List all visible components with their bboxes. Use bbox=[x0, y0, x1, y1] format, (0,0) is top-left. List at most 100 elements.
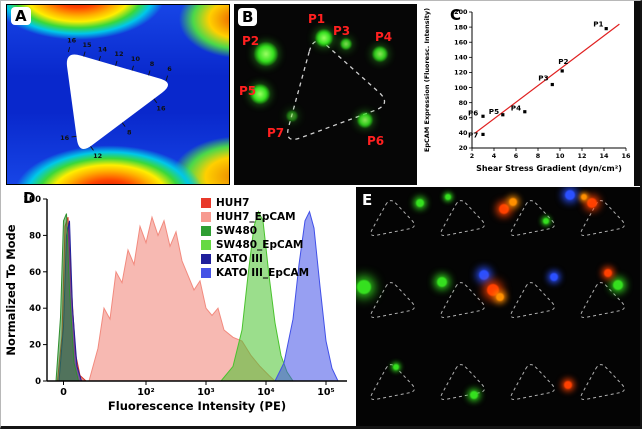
scale-number: 16 bbox=[67, 36, 77, 44]
cell-cluster-blob bbox=[286, 110, 298, 122]
scale-tick bbox=[148, 70, 151, 76]
chamber-outline-dashed bbox=[287, 40, 386, 141]
data-point bbox=[523, 110, 527, 114]
captured-cell-dot bbox=[416, 199, 424, 207]
micropillar-outline-dashed bbox=[510, 282, 555, 318]
legend-item: HUH7 bbox=[201, 197, 309, 209]
scale-number: 16 bbox=[60, 134, 70, 142]
x-tick-label: 4 bbox=[492, 152, 497, 160]
x-tick-label: 12 bbox=[578, 152, 587, 160]
scale-tick bbox=[115, 60, 118, 66]
x-tick-label: 8 bbox=[536, 152, 541, 160]
y-tick-label: 100 bbox=[23, 195, 41, 205]
captured-cell-dot bbox=[543, 218, 549, 224]
panel-b-canvas bbox=[287, 40, 386, 141]
panel-a-canvas: 16 15 14 12 10 8 6 12 8 16 16 bbox=[60, 36, 172, 160]
captured-cell-dot bbox=[357, 280, 371, 294]
legend-swatch bbox=[201, 254, 211, 264]
legend-item: SW480_EpCAM bbox=[201, 239, 309, 251]
panel-b-fluorescence-image: B P1 P2 P3 P4 P5 P6 P7 bbox=[234, 4, 417, 185]
captured-cell-dot bbox=[581, 194, 587, 200]
data-point bbox=[501, 113, 505, 117]
cell-cluster-blob bbox=[357, 112, 373, 128]
y-tick-label: 60 bbox=[459, 114, 468, 122]
y-tick-label: 180 bbox=[454, 23, 468, 31]
captured-cell-dot bbox=[509, 198, 517, 206]
panel-d-flow-histogram: 0 20 40 60 80 100 0 10² 10³ 10⁴ 10⁵ Fluorescence In… bbox=[3, 187, 355, 425]
panel-c-scatter-plot: 20 40 60 80 100 120 140 160 180 200 2 4 6 8 10 12 14 16 P1… bbox=[420, 4, 634, 185]
legend-label: HUH7 bbox=[216, 197, 250, 209]
panel-b-label: B bbox=[238, 8, 258, 26]
captured-cell-dot bbox=[445, 194, 451, 200]
x-tick-label: 10² bbox=[137, 387, 154, 398]
y-tick-label: 80 bbox=[459, 99, 468, 107]
data-point bbox=[481, 132, 485, 136]
captured-cell-dot bbox=[613, 280, 623, 290]
micropillar-outline-dashed bbox=[580, 364, 625, 400]
micropillar-outline-dashed bbox=[370, 282, 415, 318]
legend-item: KATO III_EpCAM bbox=[201, 267, 309, 279]
legend-label: KATO III bbox=[216, 253, 263, 265]
cell-cluster-blob bbox=[340, 38, 352, 50]
x-axis-label: Shear Stress Gradient (dyn/cm²) bbox=[476, 164, 622, 173]
y-axis-label: EpCAM Expression (Fluoresc. Intensity) bbox=[423, 8, 431, 152]
scale-number: 12 bbox=[114, 50, 123, 58]
x-tick-label: 0 bbox=[60, 387, 67, 398]
point-label: P2 bbox=[558, 57, 568, 66]
scale-number: 6 bbox=[167, 65, 172, 73]
histogram-kato-iii-epcam bbox=[274, 210, 339, 382]
scale-tick bbox=[131, 65, 134, 71]
captured-cell-dot bbox=[550, 273, 558, 281]
captured-cell-dot bbox=[487, 284, 499, 296]
scale-tick bbox=[165, 75, 169, 81]
point-label: P6 bbox=[468, 108, 478, 117]
figure-edge-strip bbox=[634, 1, 640, 186]
captured-cell-dot bbox=[437, 277, 447, 287]
y-tick-label: 40 bbox=[29, 304, 41, 314]
captured-cell-dot bbox=[564, 381, 572, 389]
captured-cell-dot bbox=[496, 293, 504, 301]
captured-cell-dot bbox=[565, 190, 575, 200]
scale-number: 10 bbox=[131, 55, 141, 63]
y-tick-label: 20 bbox=[459, 144, 468, 152]
panel-a-shear-simulation: 16 15 14 12 10 8 6 12 8 16 16 A bbox=[6, 4, 230, 185]
position-label: P5 bbox=[239, 84, 257, 98]
scale-number: 8 bbox=[150, 60, 155, 68]
legend-swatch bbox=[201, 212, 211, 222]
scale-tick bbox=[71, 135, 77, 138]
position-label: P1 bbox=[308, 12, 326, 26]
panel-e-canvas bbox=[370, 200, 625, 400]
captured-cell-dot bbox=[393, 364, 399, 370]
legend-item: KATO III bbox=[201, 253, 309, 265]
x-tick-label: 10³ bbox=[197, 387, 214, 398]
scatter-chart: 20 40 60 80 100 120 140 160 180 200 2 4 6 8 10 12 14 16 P1… bbox=[423, 8, 631, 173]
legend-swatch bbox=[201, 226, 211, 236]
fit-line bbox=[474, 23, 620, 134]
histogram-chart: 0 20 40 60 80 100 0 10² 10³ 10⁴ 10⁵ Fluorescence In… bbox=[4, 195, 347, 413]
scale-number: 8 bbox=[127, 128, 132, 136]
panel-c-label: C bbox=[450, 6, 462, 24]
legend-label: SW480 bbox=[216, 225, 258, 237]
point-label: P7 bbox=[468, 130, 478, 139]
panel-e-capture-array-image: E bbox=[356, 187, 640, 426]
cell-cluster-blob bbox=[254, 42, 278, 66]
position-label: P6 bbox=[367, 134, 385, 148]
legend-label: SW480_EpCAM bbox=[216, 239, 304, 251]
captured-cell-dot bbox=[604, 269, 612, 277]
x-tick-label: 6 bbox=[514, 152, 519, 160]
legend-item: HUH7_EpCAM bbox=[201, 211, 309, 223]
micropillar-outline-dashed bbox=[440, 282, 485, 318]
x-tick-label: 10⁵ bbox=[317, 387, 334, 398]
legend-swatch bbox=[201, 198, 211, 208]
scale-number: 16 bbox=[156, 105, 166, 113]
x-tick-label: 10 bbox=[556, 152, 565, 160]
micropillar-outline-dashed bbox=[580, 200, 625, 236]
micropillar-outline-dashed bbox=[370, 200, 415, 236]
legend-label: KATO III_EpCAM bbox=[216, 267, 310, 279]
data-point bbox=[560, 69, 564, 73]
x-tick-label: 16 bbox=[622, 152, 631, 160]
scale-number: 14 bbox=[98, 45, 108, 53]
scale-number: 15 bbox=[83, 41, 93, 49]
cell-cluster-blob bbox=[250, 84, 270, 104]
y-tick-label: 40 bbox=[459, 129, 468, 137]
